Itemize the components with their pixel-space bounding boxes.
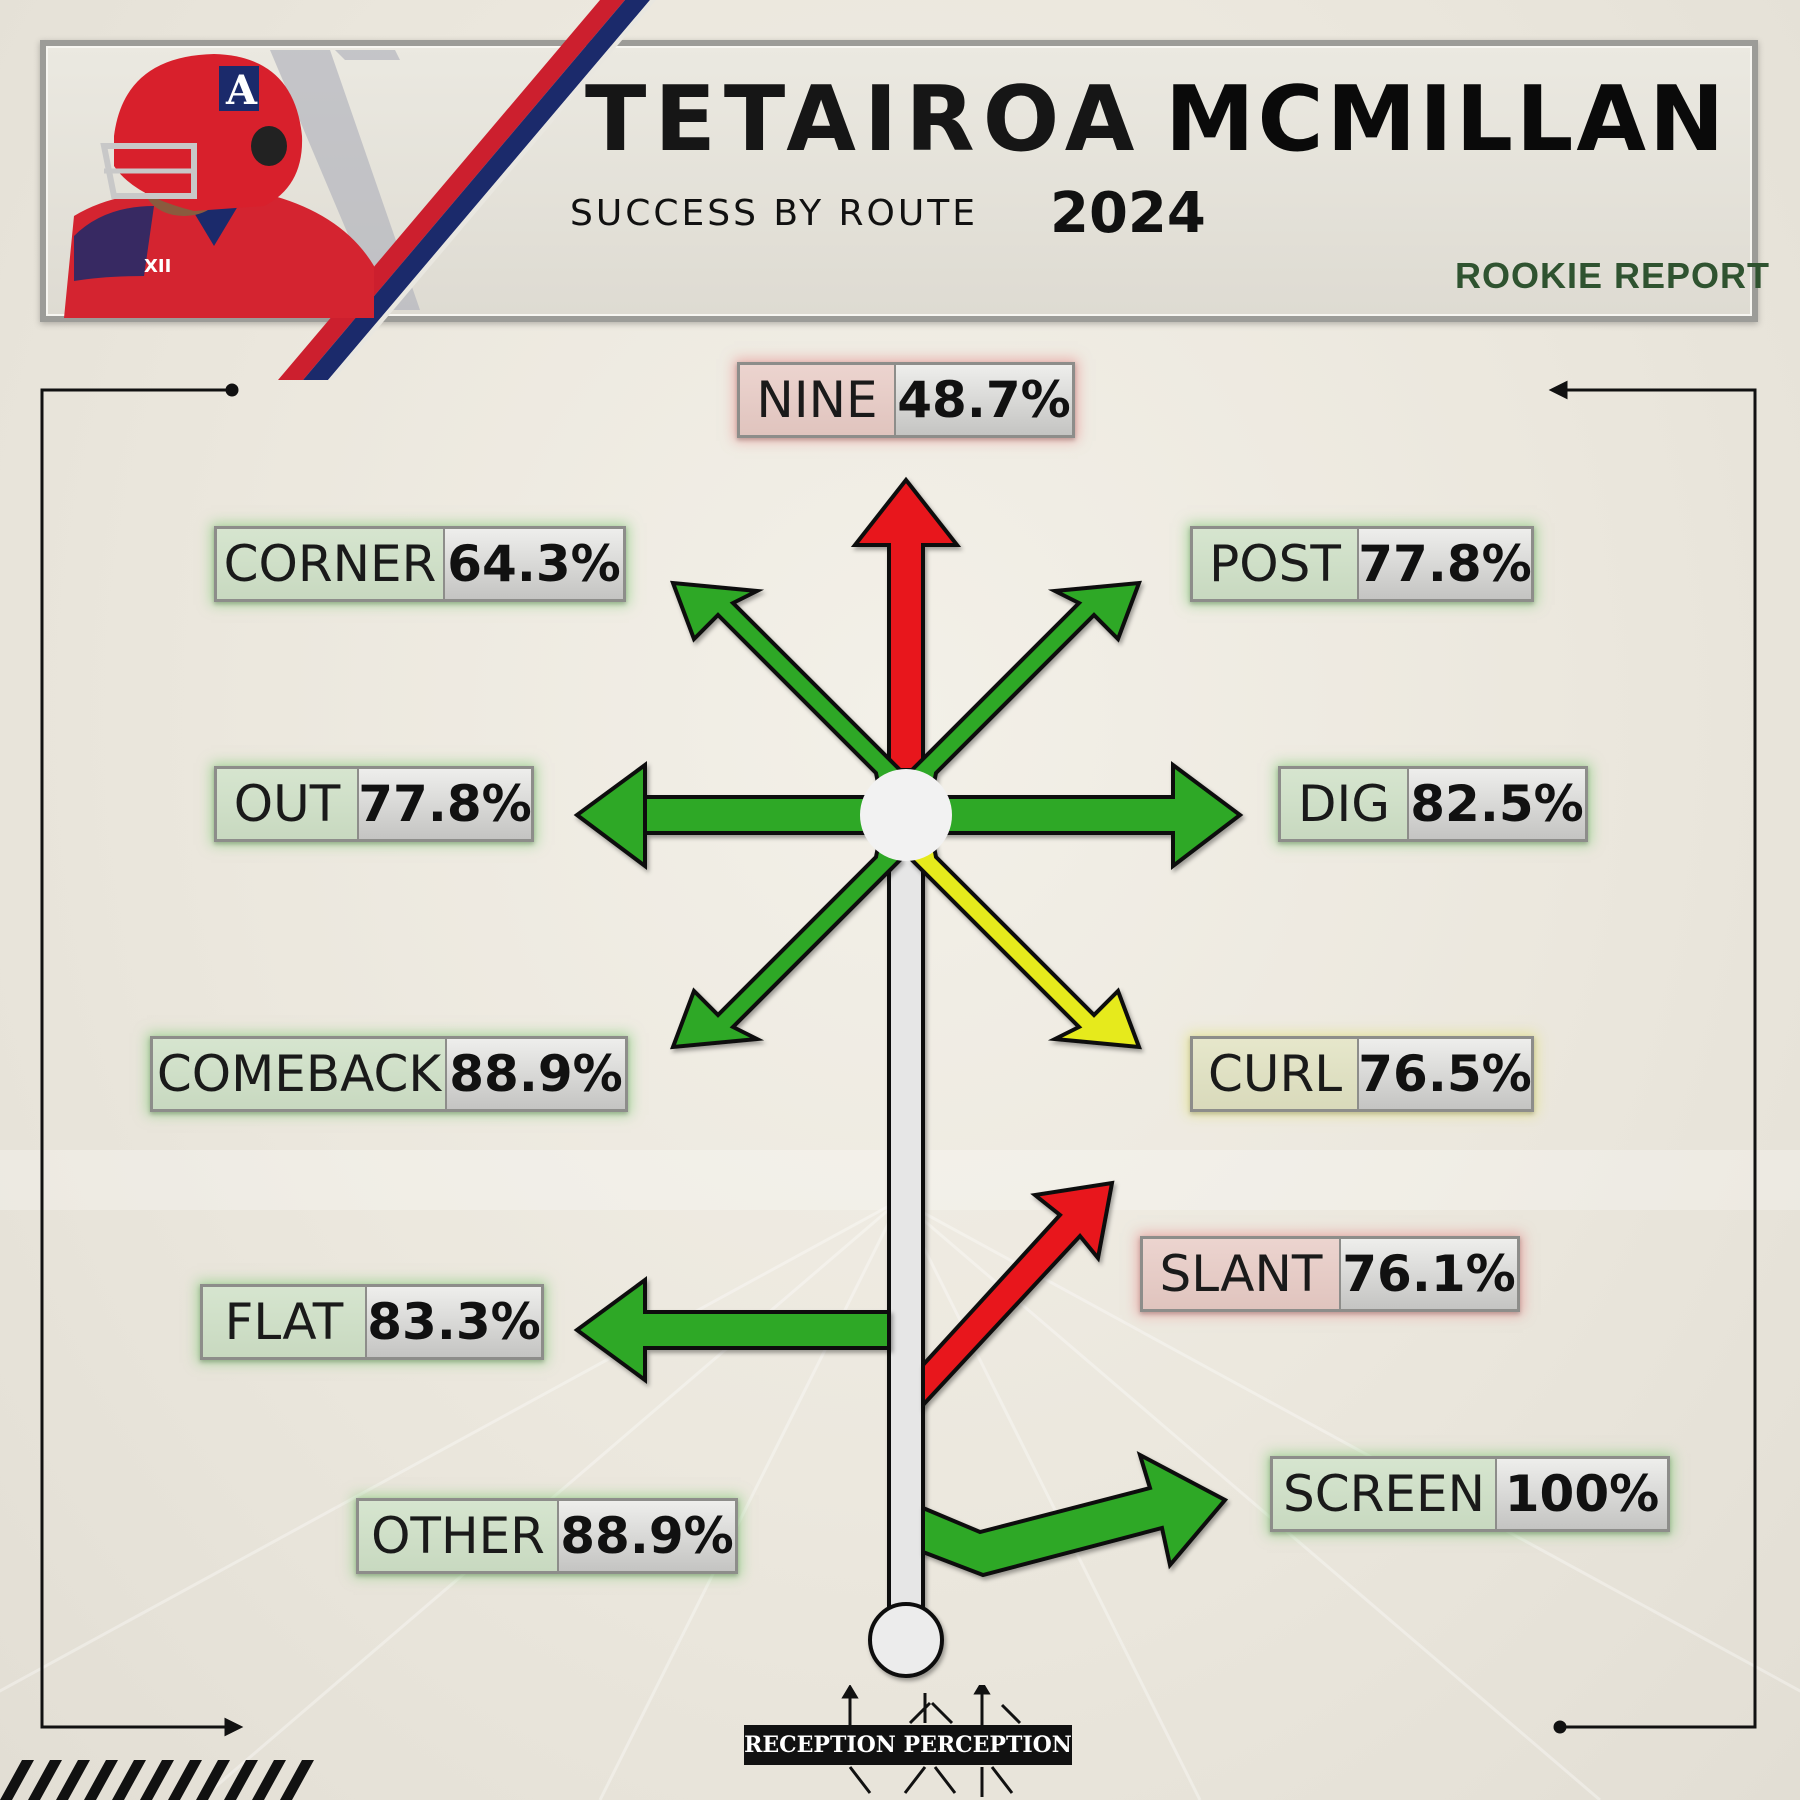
out-route-arrow bbox=[573, 761, 872, 870]
reception-perception-logo: RECEPTION PERCEPTION bbox=[744, 1725, 1072, 1765]
route-label-dig: DIG 82.5% bbox=[1278, 766, 1588, 842]
screen-route-arrow bbox=[921, 1450, 1229, 1578]
route-value: 76.1% bbox=[1341, 1239, 1517, 1309]
route-name: NINE bbox=[740, 365, 896, 435]
route-name: CURL bbox=[1193, 1039, 1359, 1109]
route-name: SLANT bbox=[1143, 1239, 1341, 1309]
route-name: CORNER bbox=[217, 529, 445, 599]
route-name: SCREEN bbox=[1273, 1459, 1497, 1529]
route-label-comeback: COMEBACK 88.9% bbox=[150, 1036, 628, 1112]
route-value: 77.8% bbox=[1358, 529, 1532, 599]
post-route-arrow bbox=[909, 580, 1142, 798]
dig-route-arrow bbox=[940, 761, 1244, 871]
route-value: 88.9% bbox=[447, 1039, 625, 1109]
route-label-other: OTHER 88.9% bbox=[356, 1498, 738, 1574]
route-name: POST bbox=[1193, 529, 1359, 599]
logo-route-icon bbox=[841, 1685, 1022, 1797]
svg-text:A: A bbox=[225, 67, 258, 114]
route-value: 83.3% bbox=[367, 1287, 541, 1357]
route-label-flat: FLAT 83.3% bbox=[200, 1284, 544, 1360]
route-name: DIG bbox=[1281, 769, 1409, 839]
route-stem bbox=[887, 813, 925, 1635]
route-value: 76.5% bbox=[1358, 1039, 1532, 1109]
route-label-screen: SCREEN 100% bbox=[1270, 1456, 1670, 1532]
route-name: OTHER bbox=[359, 1501, 559, 1571]
chart-subtitle: SUCCESS BY ROUTE bbox=[570, 193, 978, 234]
route-value: 82.5% bbox=[1409, 769, 1585, 839]
route-value: 100% bbox=[1497, 1459, 1667, 1529]
player-last-name: MCMILLAN bbox=[1165, 67, 1728, 172]
route-value: 77.8% bbox=[358, 769, 532, 839]
route-value: 88.9% bbox=[559, 1501, 735, 1571]
curl-route-arrow bbox=[909, 832, 1142, 1050]
corner-hatch bbox=[0, 1760, 314, 1800]
route-label-out: OUT 77.8% bbox=[214, 766, 534, 842]
svg-text:XII: XII bbox=[144, 256, 171, 277]
route-label-corner: CORNER 64.3% bbox=[214, 526, 626, 602]
player-photo: XII A bbox=[64, 54, 374, 318]
route-origin bbox=[868, 1602, 944, 1678]
flat-route-arrow bbox=[573, 1276, 891, 1384]
season-year: 2024 bbox=[1050, 181, 1206, 246]
route-value: 48.7% bbox=[896, 365, 1072, 435]
slant-route-arrow bbox=[921, 1180, 1115, 1411]
rookie-report-tag: ROOKIE REPORT bbox=[1455, 255, 1771, 296]
route-value: 64.3% bbox=[445, 529, 623, 599]
route-label-curl: CURL 76.5% bbox=[1190, 1036, 1534, 1112]
comeback-route-arrow bbox=[670, 832, 903, 1050]
route-name: FLAT bbox=[203, 1287, 367, 1357]
nine-route-arrow bbox=[850, 476, 962, 772]
route-name: COMEBACK bbox=[153, 1039, 447, 1109]
route-hub bbox=[860, 769, 952, 861]
route-label-slant: SLANT 76.1% bbox=[1140, 1236, 1520, 1312]
player-first-name: TETAIROA bbox=[585, 67, 1143, 172]
route-label-post: POST 77.8% bbox=[1190, 526, 1534, 602]
route-name: OUT bbox=[217, 769, 359, 839]
corner-route-arrow bbox=[670, 580, 903, 798]
route-label-nine: NINE 48.7% bbox=[737, 362, 1075, 438]
